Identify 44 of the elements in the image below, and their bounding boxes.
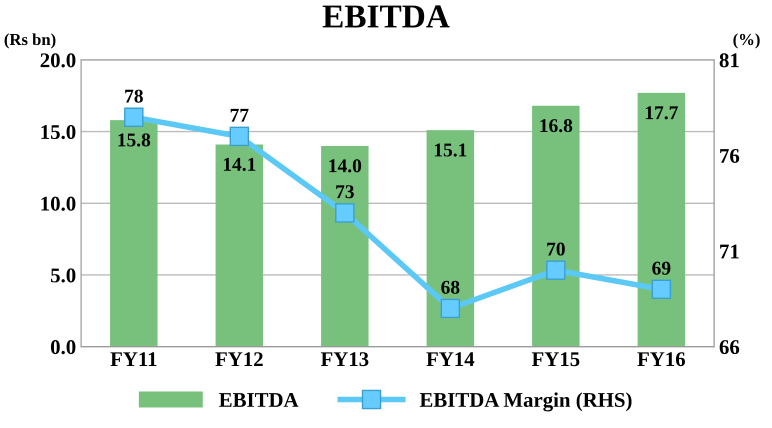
bar (426, 130, 474, 347)
point (124, 108, 144, 127)
point (546, 260, 566, 280)
bar (532, 106, 580, 347)
data-label: 69 (652, 262, 670, 275)
data-label: 17.7 (646, 106, 678, 120)
data-label: 78 (125, 90, 143, 103)
point (440, 298, 460, 318)
x-tick-label: FY15 (532, 352, 580, 366)
x-tick-label: FY11 (110, 352, 156, 366)
y-tick-label: 10.0 (41, 196, 76, 211)
legend-label: EBITDA (219, 393, 298, 407)
legend-label: EBITDA Margin (RHS) (420, 392, 632, 412)
y2-tick-label: 66 (720, 340, 740, 354)
point (335, 203, 355, 223)
data-label: 77 (230, 108, 249, 122)
y-tick-label: 15.0 (41, 124, 76, 140)
data-label: 68 (441, 280, 460, 294)
chart-title: EBITDA (322, 5, 450, 28)
point (652, 280, 672, 300)
y2-axis-title: (%) (733, 33, 760, 48)
y-tick-label: 20.0 (40, 53, 76, 68)
data-label: 15.1 (434, 144, 466, 157)
x-tick-label: FY16 (637, 352, 686, 366)
bar (638, 92, 686, 347)
data-label: 14.1 (224, 158, 256, 171)
y2-tick-label: 71 (720, 244, 739, 258)
x-tick-label: FY12 (215, 352, 263, 366)
x-tick-label: FY14 (426, 352, 474, 366)
y2-tick-label: 81 (720, 53, 739, 68)
bar (216, 144, 264, 347)
bar (110, 120, 158, 347)
data-label: 73 (336, 185, 354, 198)
y-tick-label: 5.0 (50, 268, 76, 283)
y-tick-label: 0.0 (50, 340, 76, 354)
y2-tick-label: 76 (720, 148, 740, 163)
data-label: 16.8 (540, 119, 572, 132)
y-axis-title: (Rs bn) (4, 33, 56, 48)
data-label: 70 (547, 242, 565, 256)
point (230, 126, 250, 146)
bar (321, 146, 369, 347)
data-label: 14.0 (329, 159, 362, 172)
data-label: 15.8 (118, 133, 150, 147)
x-tick-label: FY13 (320, 352, 368, 366)
